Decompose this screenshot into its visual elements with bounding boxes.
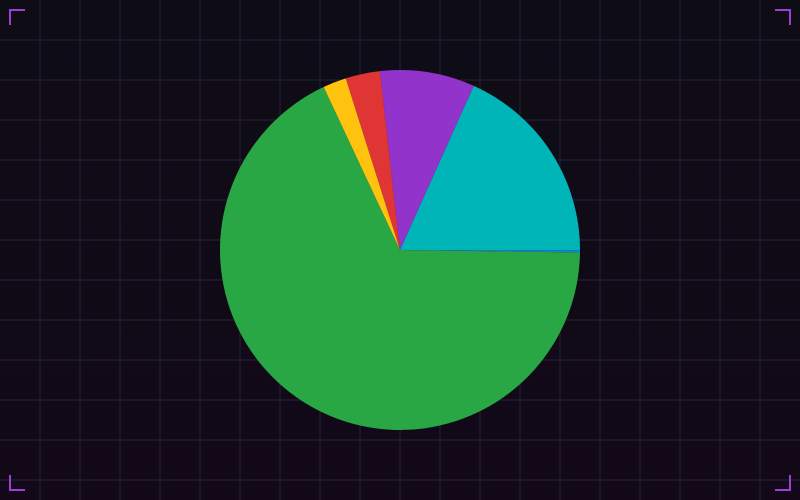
pie-slice-4 <box>323 78 400 250</box>
pie-slice-3 <box>345 71 400 251</box>
corner-bracket <box>9 475 25 491</box>
corner-bracket <box>775 475 791 491</box>
pie-slice-2 <box>379 70 474 251</box>
pie-slice-0 <box>400 250 580 253</box>
corner-bracket <box>775 9 791 25</box>
pie-slices <box>220 70 580 430</box>
corner-brackets <box>9 9 791 491</box>
corner-bracket <box>9 9 25 25</box>
pie-slice-1 <box>400 85 580 251</box>
pie-slice-5 <box>220 87 580 430</box>
